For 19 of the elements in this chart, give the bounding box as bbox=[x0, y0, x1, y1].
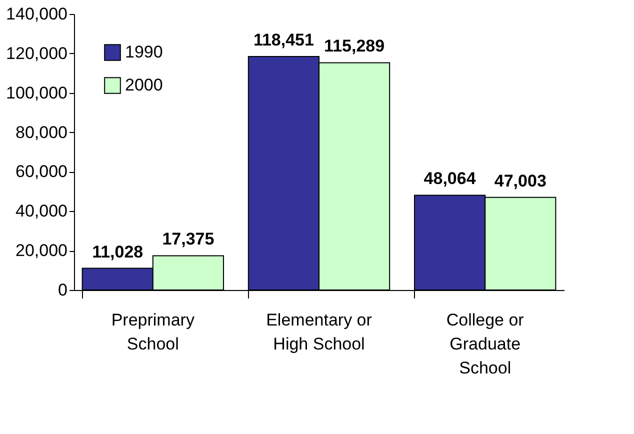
x-tick-label: Preprimary School bbox=[111, 310, 195, 354]
legend-label: 1990 bbox=[125, 42, 163, 62]
x-tick-label: Elementary or High School bbox=[266, 310, 372, 354]
data-label: 115,289 bbox=[324, 36, 385, 56]
y-tick-label: 40,000 bbox=[16, 202, 68, 221]
data-label: 47,003 bbox=[494, 171, 546, 190]
data-label: 11,028 bbox=[92, 242, 144, 262]
data-label: 17,375 bbox=[162, 230, 214, 249]
y-tick-label: 0 bbox=[58, 280, 68, 300]
y-tick-label: 100,000 bbox=[6, 83, 68, 102]
data-label: 118,451 bbox=[253, 30, 314, 50]
x-tick-label: College or Graduate School bbox=[446, 310, 524, 378]
data-label: 48,064 bbox=[424, 169, 476, 188]
y-tick-label: 20,000 bbox=[16, 241, 68, 260]
y-tick-label: 60,000 bbox=[16, 162, 68, 182]
legend-label: 2000 bbox=[125, 76, 163, 94]
y-tick-label: 80,000 bbox=[16, 122, 68, 142]
y-tick-label: 140,000 bbox=[6, 4, 68, 24]
y-tick-label: 120,000 bbox=[6, 44, 68, 63]
